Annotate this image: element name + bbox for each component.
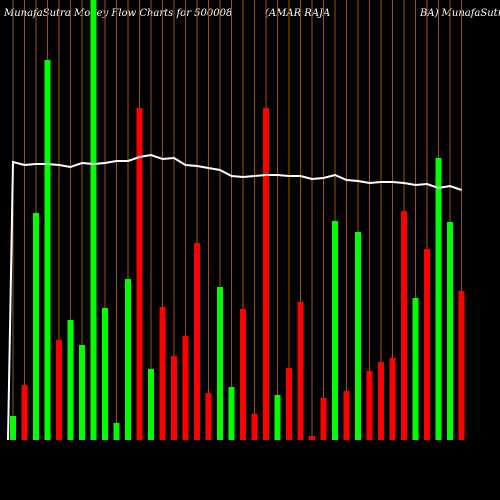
bar: [263, 108, 269, 440]
bar: [286, 368, 292, 440]
bar: [274, 395, 281, 440]
bar: [148, 369, 154, 440]
bar: [355, 232, 361, 440]
bar: [251, 414, 258, 440]
bar: [320, 398, 327, 440]
bar: [79, 345, 85, 440]
bar: [102, 308, 108, 440]
bar: [44, 60, 51, 440]
bar: [56, 340, 62, 440]
bar: [159, 307, 166, 440]
bar: [458, 291, 465, 440]
bar: [182, 336, 189, 440]
bar: [67, 320, 74, 440]
bar: [10, 416, 16, 440]
bar: [435, 158, 442, 440]
bar: [136, 108, 143, 440]
bar: [113, 423, 120, 440]
bar: [401, 211, 407, 440]
bar: [228, 387, 235, 440]
bar: [33, 213, 39, 440]
bar: [332, 221, 338, 440]
bar: [378, 362, 384, 440]
bar: [297, 302, 304, 440]
bar: [171, 356, 177, 440]
chart-title-mid: (AMAR RAJA: [265, 8, 330, 19]
price-line: [7, 153, 462, 441]
bar: [21, 385, 28, 440]
bar: [447, 222, 453, 440]
bar: [309, 436, 315, 440]
bar: [343, 391, 350, 440]
bar: [424, 249, 430, 440]
bar: [366, 371, 373, 440]
bar: [194, 243, 200, 440]
bar: [205, 393, 212, 440]
bar: [125, 279, 131, 440]
bar: [240, 309, 246, 440]
chart-title: MunafaSutra Money Flow Charts for 500008: [3, 8, 232, 19]
bar: [217, 287, 223, 440]
bar: [90, 0, 97, 440]
chart-title-right: BA) MunafaSutra.com: [419, 8, 500, 19]
bar: [412, 298, 419, 440]
bar: [389, 358, 396, 440]
